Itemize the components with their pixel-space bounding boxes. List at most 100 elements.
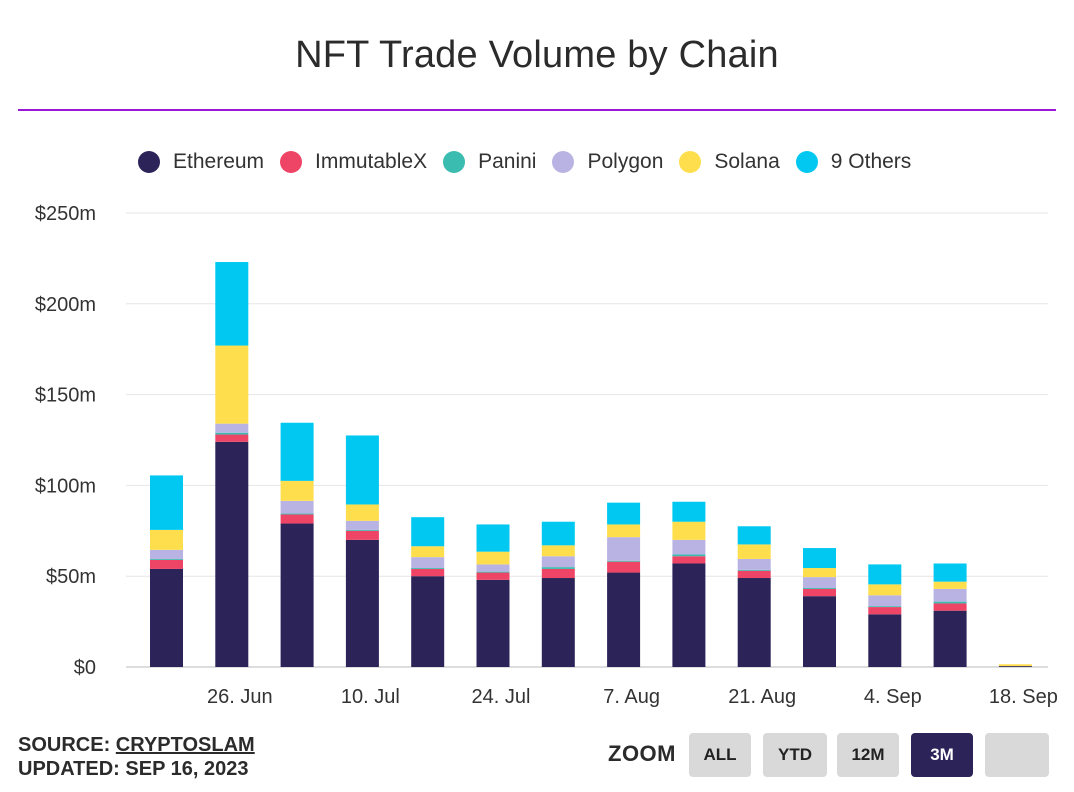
bar-segment-ethereum bbox=[150, 568, 183, 667]
legend-item-9-others[interactable]: 9 Others bbox=[795, 150, 912, 174]
bar-segment-polygon bbox=[345, 520, 379, 530]
bar-segment-immutablex bbox=[541, 568, 575, 579]
bar-segment-9-others bbox=[737, 526, 771, 545]
bar-segment-solana bbox=[215, 345, 249, 424]
bar-segment-ethereum bbox=[868, 614, 902, 667]
bar-segment-panini bbox=[150, 558, 183, 560]
bar-segment-ethereum bbox=[411, 576, 445, 667]
bar-segment-solana bbox=[150, 529, 183, 550]
zoom-all-button[interactable]: ALL bbox=[689, 733, 751, 777]
bar-segment-immutablex bbox=[150, 559, 183, 569]
legend-label: Panini bbox=[478, 150, 537, 173]
bar-segment-polygon bbox=[476, 564, 510, 572]
legend-item-solana[interactable]: Solana bbox=[679, 150, 780, 174]
y-tick-label: $200m bbox=[35, 294, 96, 316]
bar-segment-panini bbox=[215, 432, 249, 435]
bar-segment-polygon bbox=[215, 423, 249, 433]
bar-segment-solana bbox=[868, 584, 902, 596]
bar-segment-9-others bbox=[803, 548, 836, 569]
bar-segment-solana bbox=[672, 521, 706, 540]
bar-segment-solana bbox=[541, 545, 575, 557]
bar-segment-immutablex bbox=[672, 556, 706, 564]
bar-segment-immutablex bbox=[215, 434, 249, 442]
bar-segment-panini bbox=[345, 529, 379, 531]
bar-segment-ethereum bbox=[933, 610, 967, 667]
zoom-label: ZOOM bbox=[608, 741, 676, 766]
legend-item-polygon[interactable]: Polygon bbox=[552, 150, 663, 174]
bar-segment-9-others bbox=[345, 435, 379, 505]
bar-segment-polygon bbox=[737, 558, 771, 570]
bar-segment-ethereum bbox=[541, 578, 575, 667]
y-tick-label: $50m bbox=[46, 566, 96, 588]
bar-segment-solana bbox=[280, 480, 314, 501]
bar-segment-immutablex bbox=[803, 588, 836, 597]
bar-segment-9-others bbox=[607, 502, 641, 525]
bar-segment-9-others bbox=[280, 422, 314, 481]
stacked-bar-chart: $0 $50m $100m $150m $200m $250m 26. Jun 10. Jul… bbox=[35, 203, 1058, 708]
bar-segment-ethereum bbox=[803, 596, 836, 667]
legend-marker bbox=[280, 151, 303, 173]
zoom-3m-button[interactable]: 3M bbox=[911, 733, 973, 777]
y-tick-label: $0 bbox=[74, 657, 96, 679]
bar-segment-polygon bbox=[672, 539, 706, 555]
legend-item-panini[interactable]: Panini bbox=[443, 150, 536, 174]
bar-segment-immutablex bbox=[737, 570, 771, 579]
zoom-extra-button[interactable] bbox=[985, 733, 1049, 777]
bar-segment-solana bbox=[476, 551, 510, 565]
legend-label: ImmutableX bbox=[315, 150, 428, 173]
bar-segment-ethereum bbox=[737, 578, 771, 667]
x-tick-label: 21. Aug bbox=[728, 686, 796, 708]
updated-label: UPDATED: SEP 16, 2023 bbox=[18, 758, 249, 780]
bar-segment-ethereum bbox=[215, 441, 249, 667]
bar-segment-9-others bbox=[672, 501, 706, 522]
x-tick-label: 18. Sep bbox=[989, 686, 1058, 708]
bar-segment-ethereum bbox=[607, 572, 641, 667]
x-tick-label: 4. Sep bbox=[864, 686, 922, 708]
bar-segment-9-others bbox=[150, 475, 183, 530]
bar-segment-immutablex bbox=[933, 603, 967, 611]
legend-marker bbox=[679, 151, 702, 173]
bar-segment-panini bbox=[607, 560, 641, 562]
source-link[interactable]: CRYPTOSLAM bbox=[115, 734, 255, 756]
y-tick-label: $150m bbox=[35, 385, 96, 407]
bar-segment-panini bbox=[933, 601, 967, 604]
chart-legend: Ethereum ImmutableX Panini Polygon Solana 9 O… bbox=[138, 150, 927, 174]
x-tick-label: 7. Aug bbox=[603, 686, 660, 708]
legend-label: Polygon bbox=[587, 150, 664, 173]
bar-segment-immutablex bbox=[345, 530, 379, 540]
bar-segment-polygon bbox=[280, 500, 314, 514]
bar-segment-polygon bbox=[541, 556, 575, 568]
legend-item-immutablex[interactable]: ImmutableX bbox=[280, 150, 427, 174]
bar-segment-9-others bbox=[933, 563, 967, 582]
bar-segment-9-others bbox=[215, 262, 249, 346]
bar-segment-ethereum bbox=[476, 579, 510, 667]
bar-segment-ethereum bbox=[345, 539, 379, 667]
bar-segment-solana bbox=[607, 524, 641, 538]
bar-segment-panini bbox=[411, 568, 445, 569]
bar-segment-polygon bbox=[150, 549, 183, 559]
bar-segment-polygon bbox=[607, 537, 641, 561]
bar-segment-solana bbox=[803, 568, 836, 578]
bar-segment-immutablex bbox=[280, 514, 314, 524]
chart-title: NFT Trade Volume by Chain bbox=[295, 34, 779, 76]
legend-label: 9 Others bbox=[830, 150, 912, 173]
legend-item-ethereum[interactable]: Ethereum bbox=[138, 150, 264, 174]
bar-segment-panini bbox=[737, 569, 771, 571]
source-label: SOURCE: bbox=[18, 734, 116, 756]
legend-marker bbox=[443, 151, 466, 173]
x-tick-label: 26. Jun bbox=[207, 686, 273, 708]
x-tick-label: 10. Jul bbox=[341, 686, 400, 708]
bar-segment-panini bbox=[541, 567, 575, 569]
bar-segment-polygon bbox=[933, 588, 967, 602]
zoom-12m-button[interactable]: 12M bbox=[837, 733, 899, 777]
bar-segment-9-others bbox=[541, 521, 575, 546]
bar-segment-polygon bbox=[411, 557, 445, 569]
legend-marker bbox=[795, 151, 818, 173]
bar-segment-immutablex bbox=[868, 607, 902, 615]
bar-segment-9-others bbox=[476, 524, 510, 552]
bar-segment-immutablex bbox=[411, 568, 445, 577]
zoom-ytd-button[interactable]: YTD bbox=[763, 733, 827, 777]
bar-segment-solana bbox=[998, 664, 1032, 667]
bar-segment-ethereum bbox=[280, 523, 314, 667]
bar-segment-immutablex bbox=[476, 572, 510, 580]
